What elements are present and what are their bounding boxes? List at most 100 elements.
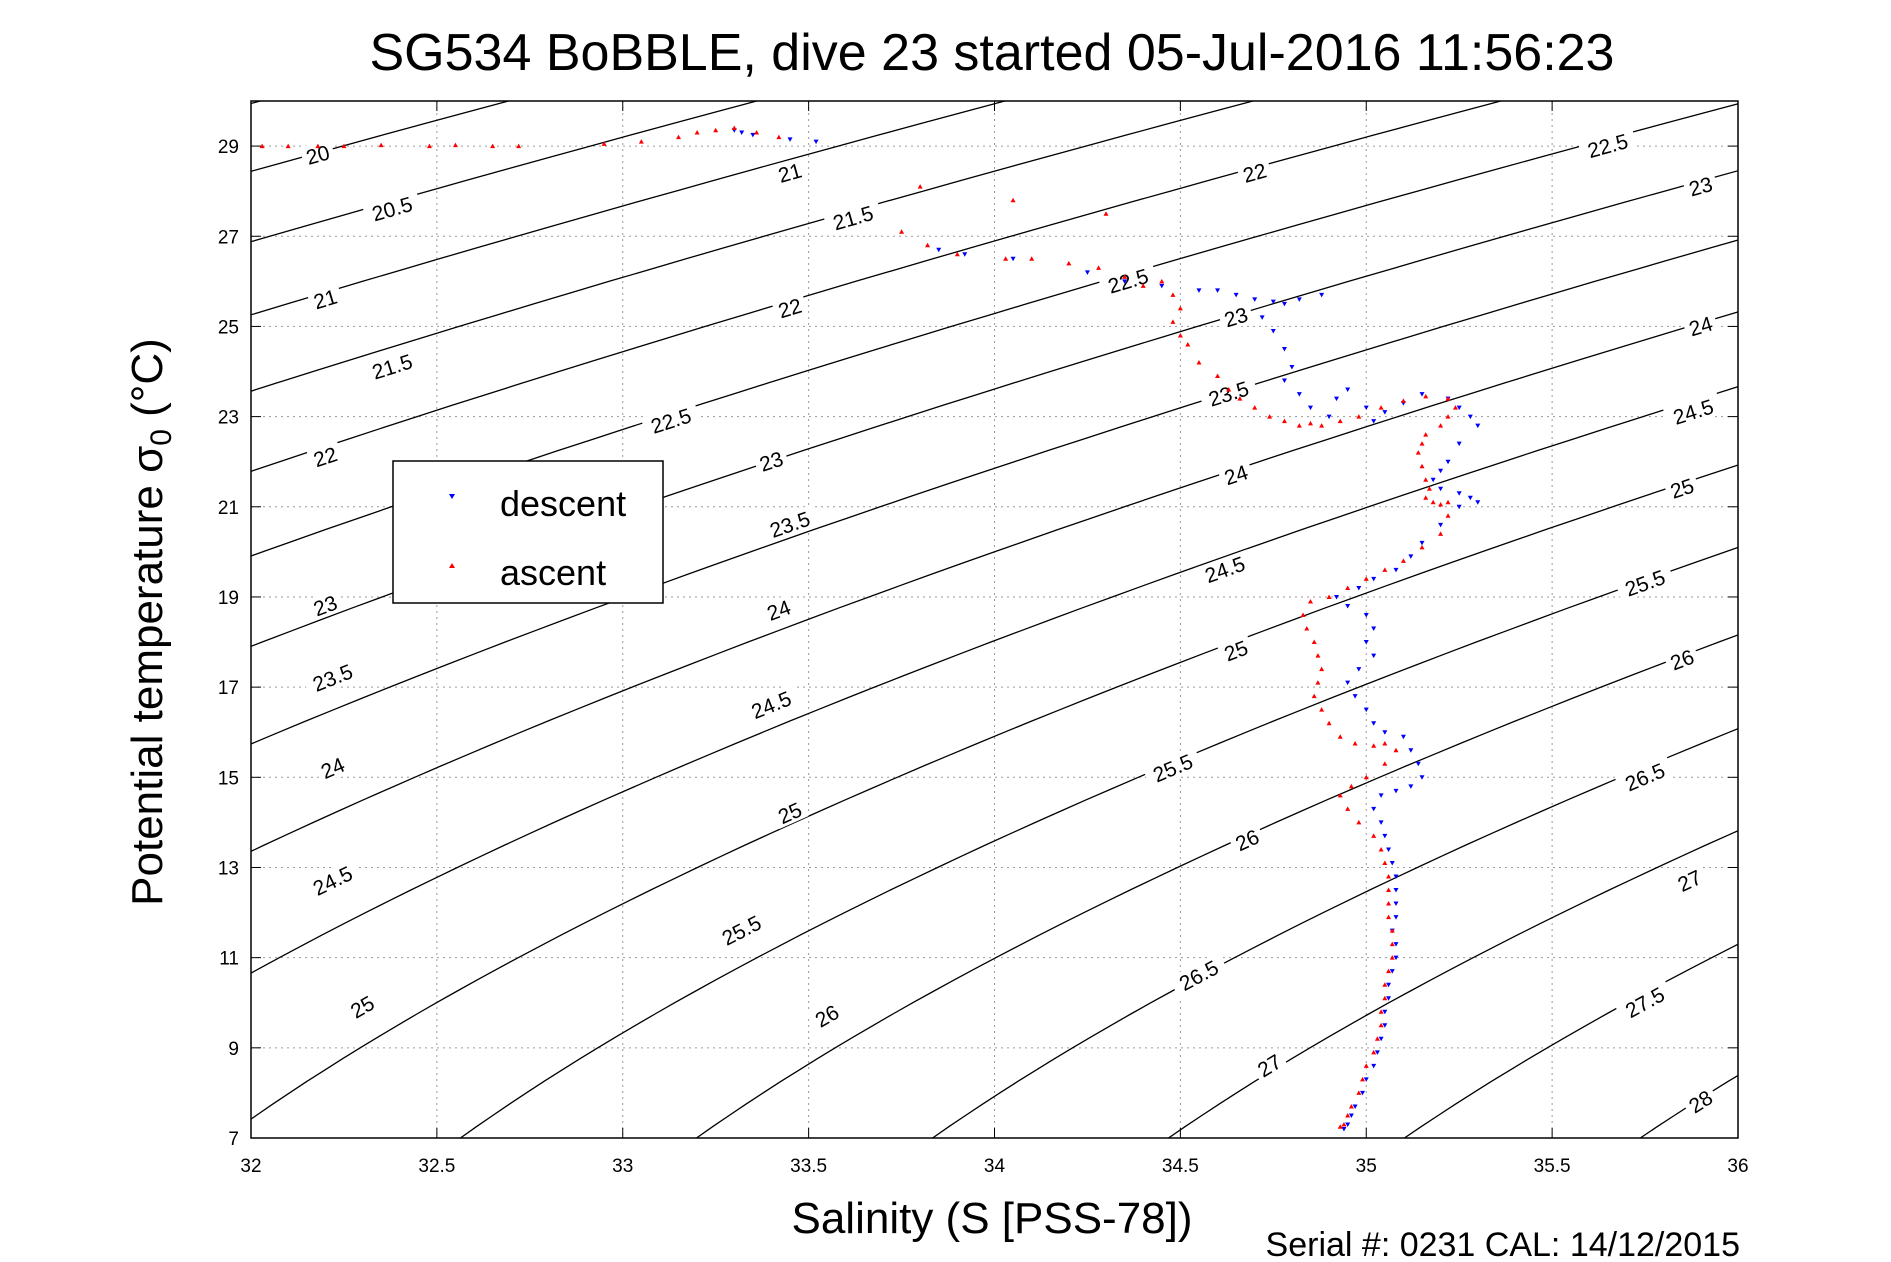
descent-point <box>1281 301 1287 307</box>
density-contour <box>251 239 1738 745</box>
ascent-point <box>1159 278 1165 284</box>
descent-point <box>1389 969 1395 974</box>
descent-point <box>1356 667 1362 672</box>
descent-point <box>1348 1113 1354 1118</box>
descent-point <box>1345 603 1351 609</box>
contour-label-bg <box>759 504 820 544</box>
ascent-point <box>1096 265 1102 270</box>
descent-point <box>739 130 745 136</box>
ascent-point <box>1281 418 1287 424</box>
ascent-point <box>1337 792 1343 798</box>
contour-label-bg <box>1614 978 1675 1025</box>
x-tick-label: 32.5 <box>418 1156 455 1177</box>
ascent-point <box>1307 598 1313 604</box>
descent-point <box>1393 915 1399 920</box>
descent-point <box>1475 423 1481 429</box>
ascent-point <box>1185 341 1191 347</box>
descent-point <box>1382 410 1388 415</box>
descent-point <box>1159 283 1165 289</box>
descent-point <box>1467 414 1473 420</box>
descent-point <box>1386 847 1392 852</box>
descent-point <box>787 137 793 142</box>
ascent-point <box>490 143 496 149</box>
descent-point <box>1382 730 1388 735</box>
density-contour <box>251 386 1738 974</box>
descent-point <box>1430 477 1436 483</box>
contour-label-bg <box>1098 261 1158 299</box>
y-tick-label: 7 <box>228 1129 239 1150</box>
ascent-point <box>1438 502 1444 507</box>
descent-point <box>1233 292 1239 298</box>
ascent-point <box>1003 256 1009 261</box>
density-contour <box>251 170 1738 648</box>
ascent-point <box>1360 1076 1366 1082</box>
contour-label-bg <box>1682 170 1719 201</box>
descent-point <box>1363 612 1369 618</box>
ascent-point <box>1419 463 1425 469</box>
ascent-point <box>1386 914 1392 920</box>
ascent-point <box>378 142 384 148</box>
descent-point <box>1393 888 1399 893</box>
ascent-point <box>1389 928 1395 933</box>
descent-point <box>1360 1090 1366 1096</box>
ascent-point <box>1267 414 1273 419</box>
descent-point <box>1196 288 1202 293</box>
ascent-point <box>1307 420 1313 426</box>
density-contour <box>251 101 1256 392</box>
ascent-point <box>452 142 458 148</box>
descent-point <box>1438 522 1444 528</box>
ascent-point <box>731 125 737 131</box>
x-axis-label: Salinity (S [PSS-78]) <box>791 1194 1192 1243</box>
descent-point <box>1438 486 1444 492</box>
contour-label-bg <box>1663 472 1701 504</box>
density-contour <box>251 464 1738 1120</box>
ascent-point <box>1304 626 1310 631</box>
descent-point <box>1382 1023 1388 1028</box>
contour-label-bg <box>362 189 422 227</box>
descent-point <box>1281 378 1287 384</box>
legend-ascent-marker <box>449 563 455 568</box>
ascent-point <box>1386 968 1392 974</box>
legend: descent ascent <box>392 460 664 604</box>
ascent-point <box>1382 995 1388 1001</box>
descent-point <box>1363 405 1369 411</box>
ascent-point <box>754 130 760 135</box>
ascent-point <box>1348 783 1354 789</box>
y-tick-label: 23 <box>218 408 239 429</box>
descent-point <box>1393 942 1399 947</box>
ascent-point <box>1315 680 1321 685</box>
contour-label-bg <box>1194 549 1255 589</box>
descent-point <box>1408 554 1414 559</box>
contour-label-bg <box>640 401 701 440</box>
ascent-point <box>1423 393 1429 399</box>
ascent-point <box>1326 720 1332 726</box>
contour-label-bg <box>822 198 883 236</box>
contour-label-bg <box>302 857 363 903</box>
descent-point <box>1270 328 1276 334</box>
ascent-point <box>1452 405 1458 410</box>
contour-label-bg <box>306 440 344 472</box>
ascent-point <box>1445 414 1451 419</box>
descent-point <box>1393 901 1399 907</box>
contour-label-bg <box>1236 157 1273 188</box>
ascent-point <box>1382 860 1388 865</box>
descent-point <box>1334 594 1340 600</box>
ascent-point <box>426 143 432 149</box>
ascent-point <box>1393 747 1399 753</box>
descent-point <box>1456 441 1462 447</box>
plot-area <box>251 101 1738 1138</box>
descent-point <box>1393 874 1399 879</box>
descent-point <box>1352 1104 1358 1109</box>
density-contour <box>251 101 1008 316</box>
ascent-point <box>1382 761 1388 766</box>
contour-label: 22 <box>306 440 344 472</box>
ascent-point <box>601 141 607 146</box>
ascent-point <box>1066 260 1072 266</box>
ascent-point <box>1386 887 1392 893</box>
x-tick-label: 36 <box>1727 1156 1748 1177</box>
legend-box <box>392 460 664 604</box>
ascent-point <box>1352 740 1358 746</box>
ascent-point <box>1363 1063 1369 1068</box>
descent-point <box>1419 775 1425 780</box>
